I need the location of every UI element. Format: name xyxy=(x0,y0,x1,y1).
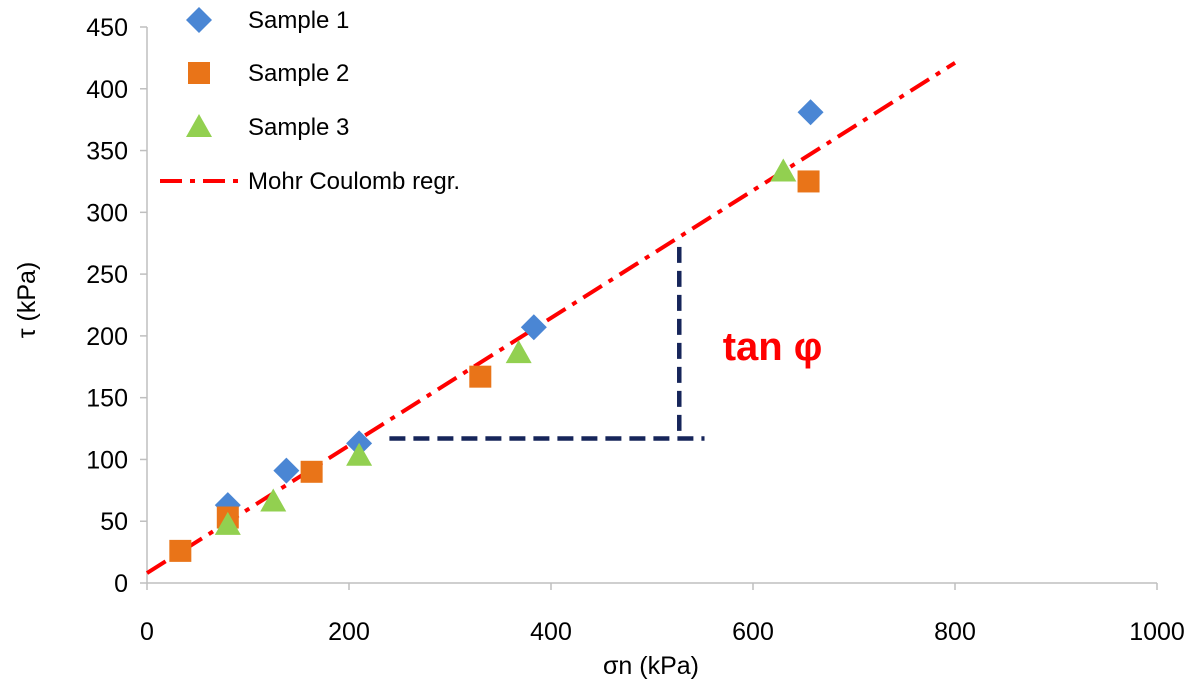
legend: Sample 1 Sample 2 Sample 3 Mohr Coulomb reg… xyxy=(160,7,460,195)
regression-layer xyxy=(145,61,957,575)
legend-label-sample-1: Sample 1 xyxy=(248,7,349,34)
x-tick-label: 1000 xyxy=(1129,618,1185,646)
points-layer xyxy=(169,99,824,562)
axes xyxy=(146,27,1157,584)
slope-label: tan φ xyxy=(723,325,823,369)
y-tick-label: 300 xyxy=(86,199,128,227)
y-tick-label: 400 xyxy=(86,76,128,104)
regression-line xyxy=(145,61,957,575)
y-tick-label: 0 xyxy=(114,570,128,598)
data-point-sample-1 xyxy=(797,99,824,126)
data-point-sample-2 xyxy=(797,170,820,193)
legend-label-regression: Mohr Coulomb regr. xyxy=(248,168,460,195)
x-tick-label: 800 xyxy=(934,618,976,646)
data-point-sample-2 xyxy=(300,460,323,483)
y-tick-label: 450 xyxy=(86,14,128,42)
x-axis-label: σn (kPa) xyxy=(603,652,699,680)
data-point-sample-3 xyxy=(214,511,241,535)
x-tick-label: 0 xyxy=(140,618,154,646)
x-tick-label: 600 xyxy=(732,618,774,646)
annotation-layer: tan φ xyxy=(389,246,823,441)
legend-label-sample-2: Sample 2 xyxy=(248,60,349,87)
y-axis-label: τ (kPa) xyxy=(13,262,41,339)
ticks: 0 200 400 600 800 1000 0 50 100 150 200 250 300 350 40… xyxy=(86,14,1185,646)
data-point-sample-1 xyxy=(520,314,547,341)
legend-marker-sample-2 xyxy=(188,62,210,84)
data-point-sample-2 xyxy=(169,539,192,562)
data-point-sample-2 xyxy=(469,365,492,388)
x-tick-label: 400 xyxy=(530,618,572,646)
y-tick-label: 150 xyxy=(86,385,128,413)
y-tick-label: 100 xyxy=(86,446,128,474)
data-point-sample-1 xyxy=(273,457,300,484)
y-tick-label: 250 xyxy=(86,261,128,289)
data-point-sample-3 xyxy=(770,158,797,182)
legend-label-sample-3: Sample 3 xyxy=(248,114,349,141)
legend-marker-sample-1 xyxy=(186,7,212,33)
y-tick-label: 200 xyxy=(86,323,128,351)
data-point-sample-3 xyxy=(260,488,287,512)
data-point-sample-3 xyxy=(346,442,373,466)
y-tick-label: 50 xyxy=(100,508,128,536)
data-point-sample-3 xyxy=(505,340,532,364)
y-tick-label: 350 xyxy=(86,138,128,166)
x-tick-label: 200 xyxy=(328,618,370,646)
legend-marker-sample-3 xyxy=(186,114,212,137)
